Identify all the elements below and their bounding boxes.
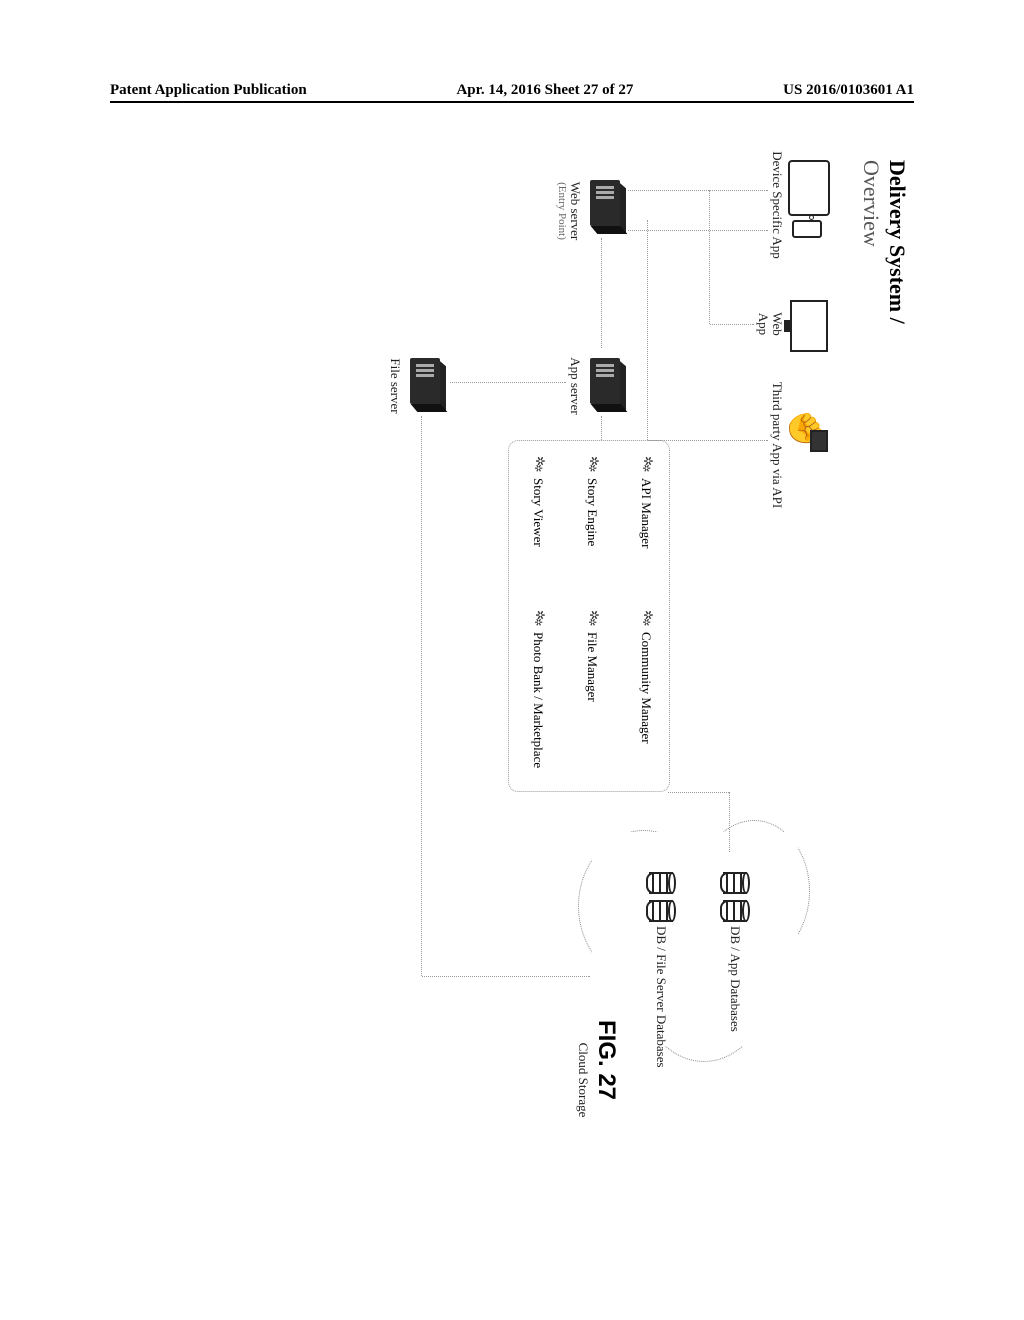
connector xyxy=(422,976,590,977)
label-db-app: DB / App Databases xyxy=(728,926,742,1056)
label-web-server-sub: (Entry Point) xyxy=(556,166,568,256)
module-story-viewer: Story Viewer xyxy=(530,456,546,547)
header-left: Patent Application Publication xyxy=(110,82,307,99)
gear-icon xyxy=(585,610,599,628)
module-photo-bank: Photo Bank / Marketplace xyxy=(530,610,546,768)
module-label: Story Viewer xyxy=(530,478,546,547)
cloud-fill xyxy=(592,832,798,1046)
gear-icon xyxy=(639,456,653,474)
label-web-server: Web server xyxy=(568,166,582,256)
file-server-icon xyxy=(410,358,440,404)
connector xyxy=(601,416,602,440)
module-label: Community Manager xyxy=(638,632,654,744)
module-label: Story Engine xyxy=(584,478,600,546)
header-right: US 2016/0103601 A1 xyxy=(783,82,914,99)
header-center: Apr. 14, 2016 Sheet 27 of 27 xyxy=(456,82,633,99)
diagram: Delivery System / Overview Device Specif… xyxy=(0,160,880,900)
phone-icon xyxy=(792,220,822,238)
gear-icon xyxy=(531,610,545,628)
connector xyxy=(729,792,730,852)
page-header: Patent Application Publication Apr. 14, … xyxy=(110,82,914,103)
connector xyxy=(628,230,768,231)
connector xyxy=(668,792,730,793)
figure-label: FIG. 27 xyxy=(592,1020,620,1100)
connector xyxy=(421,416,422,976)
label-device-specific: Device Specific App xyxy=(770,150,784,260)
gear-icon xyxy=(639,610,653,628)
connector xyxy=(601,238,602,348)
connector xyxy=(710,324,754,325)
db-file-icon xyxy=(646,872,676,922)
module-file-manager: File Manager xyxy=(584,610,600,702)
diagram-title: Delivery System / Overview xyxy=(858,160,910,324)
label-third-party: Third party App via API xyxy=(770,370,784,520)
gear-icon xyxy=(531,456,545,474)
title-line2: Overview xyxy=(859,160,884,247)
label-app-server: App server xyxy=(568,346,582,426)
db-app-icon xyxy=(720,872,750,922)
label-db-file: DB / File Server Databases xyxy=(654,926,668,1086)
title-line1: Delivery System / xyxy=(885,160,910,324)
label-file-server: File server xyxy=(388,346,402,426)
module-label: API Manager xyxy=(638,478,654,548)
module-label: File Manager xyxy=(584,632,600,702)
module-label: Photo Bank / Marketplace xyxy=(530,632,546,768)
connector xyxy=(709,190,710,324)
connector xyxy=(647,220,648,440)
connector xyxy=(628,190,768,191)
connector xyxy=(450,382,566,383)
web-server-icon xyxy=(590,180,620,226)
module-community-manager: Community Manager xyxy=(638,610,654,744)
module-api-manager: API Manager xyxy=(638,456,654,548)
monitor-icon xyxy=(790,300,828,352)
label-cloud-storage: Cloud Storage xyxy=(576,1030,590,1130)
module-story-engine: Story Engine xyxy=(584,456,600,546)
app-server-icon xyxy=(590,358,620,404)
label-web-app: Web App xyxy=(755,296,784,352)
tablet-icon xyxy=(788,160,830,216)
gear-icon xyxy=(585,456,599,474)
connector xyxy=(648,440,768,441)
handheld-screen-icon xyxy=(810,430,828,452)
